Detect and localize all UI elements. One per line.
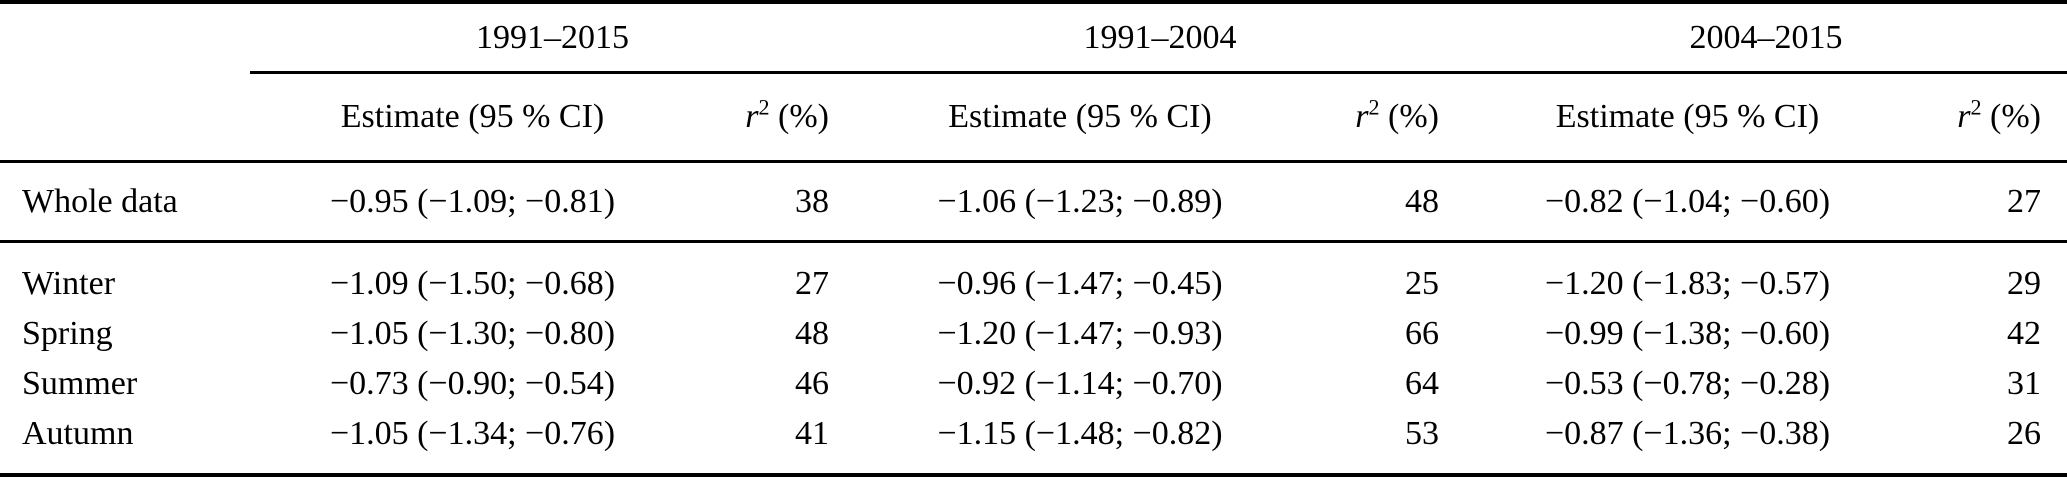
estimate-cell: −0.73 (−0.90; −0.54) [329,365,616,402]
estimate-cell: −1.15 (−1.48; −0.82) [937,415,1223,452]
table-row-spring: Spring −1.05 (−1.30; −0.80) 48 −1.20 (−1.47… [0,309,2067,359]
r2-cell: 48 [1305,161,1465,243]
table-row-summer: Summer −0.73 (−0.90; −0.54) 46 −0.92 (−1.14… [0,359,2067,409]
row-label: Autumn [22,415,134,452]
r2-exponent: 2 [1970,94,1982,120]
r2-cell: 26 [2007,415,2041,452]
r2-cell: 38 [695,161,855,243]
r2-cell: 25 [1405,265,1439,302]
period-header-2004-2015: 2004–2015 [1465,2,2067,74]
estimate-cell: −1.05 (−1.30; −0.80) [329,315,616,352]
estimate-cell: −1.09 (−1.50; −0.68) [329,265,616,302]
r2-exponent: 2 [1368,94,1380,120]
r2-cell: 48 [795,315,829,352]
estimate-header-1: Estimate (95 % CI) [250,72,695,163]
r2-cell: 41 [795,415,829,452]
estimate-cell: −1.05 (−1.34; −0.76) [329,415,616,452]
table-row-whole-data: Whole data −0.95 (−1.09; −0.81) 38 −1.06 (−… [0,161,2067,243]
row-label: Winter [22,265,116,302]
subheader-blank-cell [0,72,250,163]
r2-cell: 46 [795,365,829,402]
estimate-cell: −1.20 (−1.47; −0.93) [937,315,1223,352]
r2-cell: 64 [1405,365,1439,402]
r2-cell: 29 [2007,265,2041,302]
estimate-cell: −0.87 (−1.36; −0.38) [1544,415,1831,452]
table-body: Whole data −0.95 (−1.09; −0.81) 38 −1.06 (−… [0,161,2067,476]
r2-cell: 66 [1405,315,1439,352]
r2-cell: 31 [2007,365,2041,402]
row-label: Whole data [0,161,250,243]
r2-unit: (%) [1981,98,2041,135]
r2-unit: (%) [1379,98,1439,135]
r2-exponent: 2 [758,94,770,120]
r2-header-1: r2 (%) [695,72,855,163]
r2-header-3: r2 (%) [1910,72,2067,163]
estimate-cell: −0.92 (−1.14; −0.70) [937,365,1223,402]
subheader-row: Estimate (95 % CI) r2 (%) Estimate (95 %… [0,72,2067,163]
r2-symbol: r [1355,98,1369,135]
estimate-cell: −0.53 (−0.78; −0.28) [1544,365,1831,402]
r2-cell: 53 [1405,415,1439,452]
estimate-cell: −1.06 (−1.23; −0.89) [855,161,1305,243]
period-header-1991-2004: 1991–2004 [855,2,1465,74]
estimate-cell: −0.95 (−1.09; −0.81) [250,161,695,243]
r2-cell: 42 [2007,315,2041,352]
estimate-cell: −0.96 (−1.47; −0.45) [937,265,1223,302]
period-header-1991-2015: 1991–2015 [250,2,855,74]
r2-symbol: r [1957,98,1971,135]
period-header-row: 1991–2015 1991–2004 2004–2015 [0,2,2067,74]
estimate-cell: −0.82 (−1.04; −0.60) [1465,161,1910,243]
estimate-header-3: Estimate (95 % CI) [1465,72,1910,163]
r2-cell: 27 [1910,161,2067,243]
r2-unit: (%) [769,98,829,135]
estimate-cell: −0.99 (−1.38; −0.60) [1544,315,1831,352]
estimate-cell: −1.20 (−1.83; −0.57) [1544,265,1831,302]
row-label: Spring [22,315,113,352]
r2-symbol: r [745,98,759,135]
r2-cell: 27 [795,265,829,302]
table-row-winter: Winter −1.09 (−1.50; −0.68) 27 −0.96 (−1.47… [0,242,2067,310]
r2-header-2: r2 (%) [1305,72,1465,163]
row-label: Summer [22,365,138,402]
table-row-autumn: Autumn −1.05 (−1.34; −0.76) 41 −1.15 (−1.48… [0,409,2067,475]
estimate-header-2: Estimate (95 % CI) [855,72,1305,163]
corner-blank-cell [0,2,250,73]
